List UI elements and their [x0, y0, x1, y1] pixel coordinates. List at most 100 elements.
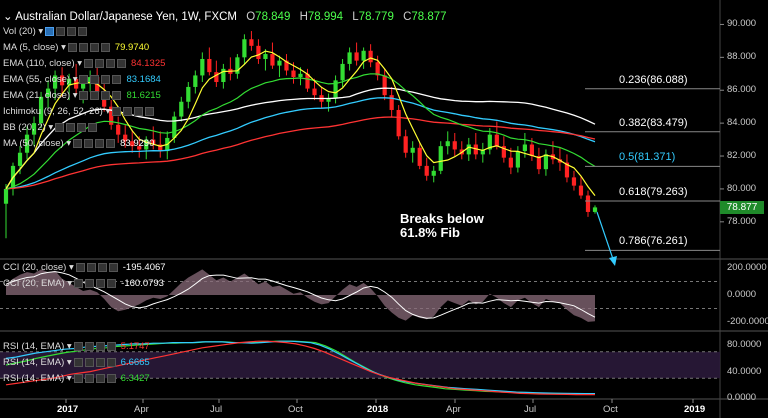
add-icon[interactable] — [101, 74, 111, 84]
candle-body — [158, 144, 163, 152]
indicator-row[interactable]: BB (20, 2) ▾ — [3, 122, 98, 134]
settings-icon[interactable] — [123, 106, 133, 116]
indicator-row[interactable]: MA (5, close) ▾ 79.9740 — [3, 42, 149, 54]
candle-body — [88, 77, 93, 84]
close-icon[interactable] — [107, 278, 117, 288]
settings-icon[interactable] — [90, 74, 100, 84]
settings-icon[interactable] — [78, 42, 88, 52]
eye-icon[interactable] — [45, 26, 55, 36]
close-icon[interactable] — [78, 26, 88, 36]
close-icon[interactable] — [145, 106, 155, 116]
cci-tick-label: 200.0000 — [727, 262, 767, 274]
close-icon[interactable] — [100, 42, 110, 52]
eye-icon[interactable] — [79, 74, 89, 84]
rsi-row[interactable]: RSI (14, EMA) ▾ 6.3427 — [3, 373, 150, 385]
indicator-row[interactable]: EMA (55, close) ▾ 83.1684 — [3, 74, 161, 86]
indicator-row[interactable]: Ichimoku (9, 26, 52, 26) ▾ — [3, 106, 155, 118]
cci-histogram — [6, 269, 595, 322]
add-icon[interactable] — [97, 262, 107, 272]
settings-icon[interactable] — [84, 138, 94, 148]
time-tick-label: Oct — [288, 404, 303, 415]
close-icon[interactable] — [106, 341, 116, 351]
rsi-value: 6.3427 — [120, 373, 150, 384]
settings-icon[interactable] — [90, 90, 100, 100]
rsi-row[interactable]: RSI (14, EMA) ▾ 5.1747 — [3, 341, 150, 353]
add-icon[interactable] — [77, 122, 87, 132]
indicator-value: 83.1684 — [126, 74, 161, 85]
close-icon[interactable] — [108, 262, 118, 272]
eye-icon[interactable] — [84, 58, 94, 68]
add-icon[interactable] — [67, 26, 77, 36]
indicator-row[interactable]: MA (50, close) ▾ 83.9290 — [3, 138, 154, 150]
settings-icon[interactable] — [86, 262, 96, 272]
add-icon[interactable] — [95, 373, 105, 383]
cci-value: -195.4067 — [122, 262, 166, 273]
indicator-row[interactable]: EMA (21, close) ▾ 81.6215 — [3, 90, 161, 102]
candle-body — [396, 109, 401, 137]
indicator-row[interactable]: Vol (20) ▾ — [3, 26, 88, 38]
candle-body — [242, 39, 247, 58]
eye-icon[interactable] — [73, 373, 83, 383]
eye-icon[interactable] — [74, 278, 84, 288]
settings-icon[interactable] — [84, 357, 94, 367]
add-icon[interactable] — [89, 42, 99, 52]
settings-icon[interactable] — [84, 373, 94, 383]
candle-body — [389, 95, 394, 110]
settings-icon[interactable] — [95, 58, 105, 68]
candle-body — [17, 152, 23, 166]
candle-body — [571, 177, 577, 186]
settings-icon[interactable] — [56, 26, 66, 36]
breakdown-annotation: Breaks below 61.8% Fib — [400, 211, 484, 240]
eye-icon[interactable] — [73, 341, 83, 351]
eye-icon[interactable] — [73, 357, 83, 367]
rsi-label: RSI (14, EMA) ▾ — [3, 341, 72, 352]
close-icon[interactable] — [112, 74, 122, 84]
high-value: 78.994 — [307, 11, 344, 23]
add-icon[interactable] — [95, 138, 105, 148]
cci-row[interactable]: CCI (20, close) ▾ -195.4067 — [3, 262, 166, 274]
candle-body — [45, 88, 51, 97]
add-icon[interactable] — [106, 58, 116, 68]
candle-body — [424, 165, 429, 176]
indicator-value: 79.9740 — [114, 42, 150, 53]
indicator-row[interactable]: EMA (110, close) ▾ 84.1325 — [3, 58, 165, 70]
candle-body — [116, 124, 121, 135]
add-icon[interactable] — [134, 106, 144, 116]
eye-icon[interactable] — [55, 122, 65, 132]
candle-body — [438, 146, 443, 171]
candle-body — [508, 157, 513, 168]
candle-body — [417, 147, 422, 166]
settings-icon[interactable] — [84, 341, 94, 351]
close-icon[interactable] — [106, 373, 116, 383]
close-icon[interactable] — [112, 90, 122, 100]
add-icon[interactable] — [95, 341, 105, 351]
close-icon[interactable] — [117, 58, 127, 68]
indicator-value: 81.6215 — [126, 90, 161, 101]
candle-body — [466, 144, 471, 155]
rsi-red-line — [5, 340, 595, 396]
eye-icon[interactable] — [73, 138, 83, 148]
eye-icon[interactable] — [75, 262, 85, 272]
candle-body — [305, 73, 310, 89]
rsi-row[interactable]: RSI (14, EMA) ▾ 6.6665 — [3, 357, 150, 369]
close-icon[interactable] — [88, 122, 98, 132]
add-icon[interactable] — [101, 90, 111, 100]
candle-body — [123, 134, 128, 142]
close-icon[interactable] — [106, 138, 116, 148]
indicator-value: 84.1325 — [131, 58, 166, 69]
close-icon[interactable] — [106, 357, 116, 367]
settings-icon[interactable] — [85, 278, 95, 288]
candle-body — [256, 45, 261, 59]
eye-icon[interactable] — [67, 42, 77, 52]
eye-icon[interactable] — [79, 90, 89, 100]
settings-icon[interactable] — [66, 122, 76, 132]
eye-icon[interactable] — [112, 106, 122, 116]
candle-body — [368, 50, 373, 63]
rsi-tick-label: 80.0000 — [727, 339, 762, 351]
add-icon[interactable] — [95, 357, 105, 367]
candle-body — [270, 54, 275, 66]
candle-body — [24, 134, 30, 153]
add-icon[interactable] — [96, 278, 106, 288]
cci-row[interactable]: CCI (20, EMA) ▾ -160.0793 — [3, 278, 164, 290]
